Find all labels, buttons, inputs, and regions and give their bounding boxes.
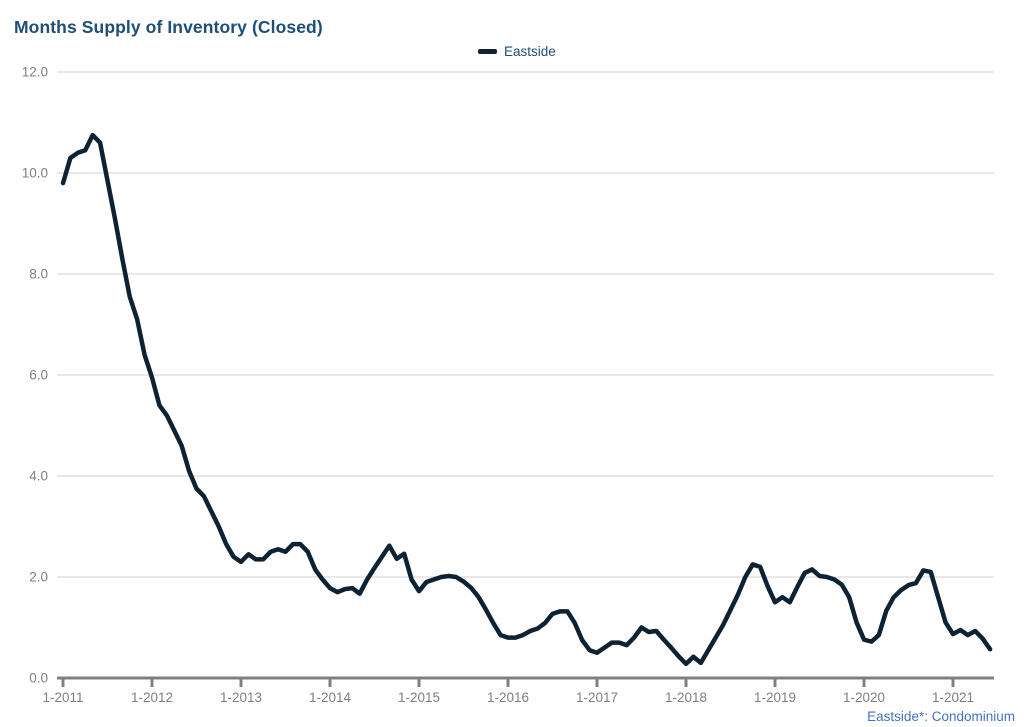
- chart-title: Months Supply of Inventory (Closed): [14, 17, 323, 37]
- legend-series-label: Eastside: [504, 44, 556, 59]
- y-tick-label: 0.0: [29, 671, 48, 686]
- x-tick-label: 1-2020: [843, 690, 885, 705]
- y-tick-label: 4.0: [29, 469, 48, 484]
- y-tick-label: 12.0: [22, 65, 48, 80]
- x-tick-label: 1-2019: [754, 690, 796, 705]
- x-tick-label: 1-2016: [487, 690, 529, 705]
- x-tick-label: 1-2014: [309, 690, 352, 705]
- x-tick-label: 1-2013: [220, 690, 262, 705]
- x-tick-label: 1-2012: [131, 690, 173, 705]
- legend: Eastside: [478, 44, 556, 59]
- x-tick-label: 1-2018: [665, 690, 707, 705]
- footnote: Eastside*: Condominium: [867, 709, 1015, 724]
- x-tick-label: 1-2015: [398, 690, 440, 705]
- x-tick-label: 1-2017: [576, 690, 618, 705]
- series-line-eastside: [60, 132, 993, 667]
- legend-line-swatch-icon: [478, 49, 497, 54]
- x-tick-label: 1-2011: [42, 690, 83, 705]
- y-tick-label: 8.0: [29, 267, 48, 282]
- y-tick-label: 2.0: [29, 570, 48, 585]
- y-tick-label: 10.0: [22, 166, 48, 181]
- y-tick-label: 6.0: [29, 368, 48, 383]
- x-tick-label: 1-2021: [932, 690, 974, 705]
